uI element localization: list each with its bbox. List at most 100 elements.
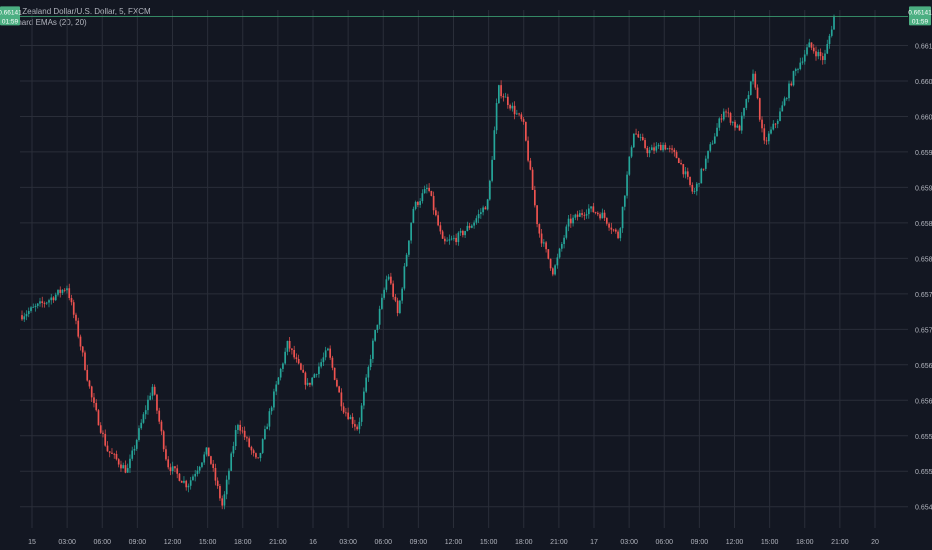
price-axis[interactable]: 0.66100 0.66050 0.66000 0.65950 0.65900 0.658… — [915, 43, 932, 511]
candle-body — [142, 414, 145, 423]
candle-body — [90, 386, 93, 398]
candle-body — [783, 98, 786, 106]
candle-body — [790, 83, 793, 86]
candle-body — [153, 386, 156, 395]
candle-body — [180, 480, 183, 483]
candle-body — [93, 397, 95, 403]
candle-body — [313, 374, 316, 378]
x-tick-label: 06:00 — [655, 539, 673, 546]
candle-body — [635, 133, 637, 135]
candle-body — [196, 470, 199, 474]
candle-body — [241, 430, 244, 432]
candle-body — [268, 411, 271, 427]
last-price-value: 0.66141 — [908, 9, 932, 16]
indicator-label[interactable]: Leonard EMAs (20, 20) — [4, 18, 87, 27]
candle-body — [273, 391, 275, 408]
candle-body — [549, 258, 552, 269]
candle-body — [761, 119, 763, 129]
grid — [20, 10, 908, 528]
candle-body — [794, 69, 797, 72]
candle-body — [338, 386, 341, 393]
candle-body — [542, 242, 545, 244]
candle-body — [801, 61, 804, 63]
candle-body — [480, 212, 482, 215]
candle-body — [662, 144, 664, 151]
candle-body — [126, 468, 129, 473]
candle-body — [462, 230, 464, 236]
x-tick-label: 18:00 — [796, 539, 814, 546]
candle-body — [572, 217, 574, 224]
candle-body — [315, 374, 318, 375]
candle-body — [79, 336, 82, 347]
candle-body — [507, 96, 509, 106]
candle-body — [498, 85, 500, 104]
candle-body — [113, 453, 116, 455]
candle-body — [740, 115, 743, 131]
candle-body — [320, 362, 323, 367]
candle-body — [43, 303, 46, 304]
candle-body — [797, 69, 799, 70]
candle-body — [650, 147, 653, 151]
candle-body — [747, 94, 750, 100]
candle-body — [509, 105, 511, 109]
time-axis[interactable]: 15 03:00 06:00 09:00 12:00 15:00 18:00 21:00 16 0… — [28, 539, 879, 546]
candle-body — [763, 128, 766, 141]
x-tick-label: 09:00 — [691, 539, 709, 546]
candle-body — [614, 229, 617, 232]
candle-body — [475, 218, 478, 223]
candle-body — [567, 218, 570, 227]
candle-body — [358, 421, 361, 430]
candle-body — [743, 107, 745, 116]
candle-body — [187, 485, 190, 488]
candle-body — [718, 118, 721, 128]
candle-body — [261, 439, 264, 453]
x-tick-label: 17 — [590, 539, 598, 546]
candle-body — [340, 392, 343, 407]
candle-body — [45, 302, 48, 304]
candle-body — [695, 183, 698, 192]
symbol-title[interactable]: New Zealand Dollar/U.S. Dollar, 5, FXCM — [4, 7, 151, 16]
candle-body — [558, 248, 561, 258]
candle-body — [383, 289, 385, 298]
x-tick-label: 03:00 — [339, 539, 357, 546]
y-tick-label: 0.65950 — [915, 150, 932, 157]
candle-body — [322, 357, 325, 363]
candle-body — [252, 450, 255, 454]
candle-body — [257, 457, 260, 459]
candle-body — [444, 238, 446, 242]
candle-body — [72, 302, 75, 315]
x-tick-label: 06:00 — [374, 539, 392, 546]
candle-body — [502, 96, 505, 98]
candle-body — [799, 62, 802, 70]
candle-body — [767, 133, 770, 142]
candle-body — [147, 399, 149, 411]
candle-body — [309, 382, 311, 385]
candle-body — [77, 320, 80, 337]
candle-body — [414, 202, 417, 209]
candle-body — [228, 470, 230, 480]
y-tick-label: 0.65500 — [915, 469, 932, 476]
candle-body — [108, 451, 111, 453]
candle-body — [405, 254, 408, 267]
candle-body — [327, 348, 329, 351]
right-price-label: 0.66141 01:59 — [908, 6, 932, 26]
candle-body — [176, 468, 179, 474]
candle-body — [560, 243, 563, 249]
candle-body — [311, 377, 314, 385]
candle-body — [167, 459, 170, 468]
candle-body — [482, 207, 484, 213]
candle-body — [331, 357, 334, 368]
candle-body — [716, 127, 718, 137]
candle-body — [151, 386, 154, 396]
candle-body — [32, 306, 35, 308]
price-label-bg — [909, 6, 931, 26]
candle-body — [394, 296, 397, 301]
candle-body — [61, 289, 64, 293]
candle-body — [248, 438, 251, 447]
candle-body — [354, 424, 356, 427]
candle-body — [439, 225, 442, 232]
candle-body — [468, 225, 471, 228]
candle-body — [39, 301, 41, 304]
